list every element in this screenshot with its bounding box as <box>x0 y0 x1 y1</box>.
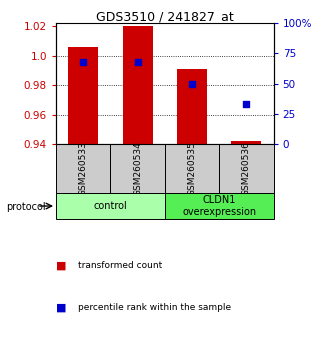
Bar <box>123 26 153 144</box>
Text: CLDN1
overexpression: CLDN1 overexpression <box>182 195 256 217</box>
Text: transformed count: transformed count <box>78 261 163 270</box>
Text: protocol: protocol <box>6 202 46 212</box>
Bar <box>110 144 165 193</box>
Bar <box>165 193 274 219</box>
Bar <box>219 144 274 193</box>
Text: control: control <box>93 201 127 211</box>
Text: ■: ■ <box>56 303 67 313</box>
Bar <box>56 193 165 219</box>
Text: ■: ■ <box>56 261 67 270</box>
Bar <box>231 141 261 144</box>
Point <box>189 81 195 86</box>
Title: GDS3510 / 241827_at: GDS3510 / 241827_at <box>96 10 234 23</box>
Bar <box>68 47 98 144</box>
Text: GSM260533: GSM260533 <box>79 141 88 196</box>
Point <box>81 59 86 64</box>
Text: percentile rank within the sample: percentile rank within the sample <box>78 303 232 313</box>
Point <box>244 101 249 107</box>
Bar <box>177 69 207 144</box>
Point <box>135 59 140 64</box>
Text: GSM260535: GSM260535 <box>188 141 196 196</box>
Text: GSM260536: GSM260536 <box>242 141 251 196</box>
Bar <box>165 144 219 193</box>
Text: GSM260534: GSM260534 <box>133 141 142 196</box>
Bar <box>56 144 110 193</box>
